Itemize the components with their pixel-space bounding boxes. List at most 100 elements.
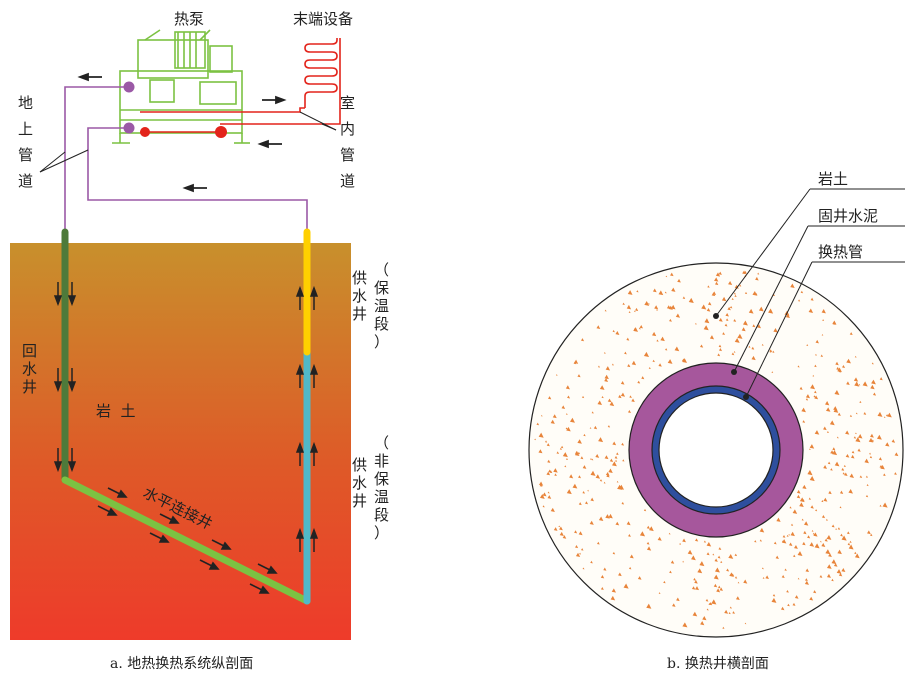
- rock-speckle: [601, 395, 604, 399]
- rock-speckle: [793, 554, 796, 558]
- rock-speckle: [891, 439, 896, 443]
- rock-speckle: [826, 535, 832, 540]
- rock-speckle: [627, 410, 631, 414]
- supply-well-b-char: 水: [352, 474, 367, 492]
- rock-speckle: [751, 346, 755, 350]
- rock-speckle: [700, 621, 705, 626]
- rock-speckle: [536, 422, 540, 426]
- flow-arrows-supply-well: [295, 285, 319, 552]
- rock-speckle: [649, 526, 654, 532]
- rock-speckle: [603, 481, 606, 484]
- rock-speckle: [809, 444, 815, 449]
- rock-speckle: [768, 308, 774, 314]
- rock-speckle: [780, 606, 785, 611]
- rock-speckle: [622, 459, 625, 462]
- rock-speckle: [796, 489, 801, 494]
- rock-speckle: [597, 365, 600, 368]
- rock-speckle: [665, 275, 668, 278]
- rock-speckle: [809, 542, 815, 547]
- ground-pipe-label-char: 上: [18, 120, 33, 138]
- rock-speckle: [717, 353, 721, 357]
- rock-speckle: [854, 355, 857, 358]
- rock-speckle: [718, 547, 722, 550]
- rock-speckle: [769, 349, 773, 353]
- rock-speckle: [633, 327, 639, 332]
- rock-speckle: [788, 533, 790, 536]
- rock-speckle: [726, 568, 730, 572]
- rock-speckle: [628, 566, 632, 570]
- rock-speckle: [657, 536, 662, 541]
- rock-speckle: [564, 465, 567, 468]
- rock-speckle: [646, 541, 650, 545]
- panel-b-leaders: [715, 188, 905, 398]
- rock-speckle: [798, 299, 801, 302]
- rock-speckle: [809, 448, 811, 451]
- rock-speckle: [621, 442, 625, 446]
- rock-speckle: [637, 576, 642, 580]
- rock-speckle: [582, 491, 585, 494]
- rock-speckle: [853, 436, 857, 439]
- rock-speckle: [831, 524, 835, 528]
- indoor-pipe-label: 室 内 管 道: [340, 94, 355, 190]
- rock-speckle: [608, 468, 613, 473]
- rock-speckle: [566, 489, 572, 495]
- rock-speckle: [604, 374, 609, 380]
- rock-speckle: [772, 593, 776, 597]
- rock-speckle: [565, 385, 570, 390]
- rock-speckle: [704, 318, 710, 324]
- rock-soil-label: 岩 土: [96, 402, 136, 420]
- rock-speckle: [809, 596, 814, 601]
- rock-speckle: [789, 506, 792, 509]
- rock-speckle: [691, 586, 696, 590]
- rock-speckle: [802, 484, 807, 490]
- rock-speckle: [600, 586, 604, 590]
- rock-speckle: [865, 494, 869, 498]
- rock-speckle: [660, 336, 665, 342]
- rock-speckle: [797, 577, 800, 580]
- rock-speckle: [737, 581, 740, 584]
- rock-speckle: [744, 270, 747, 274]
- rock-speckles: [534, 270, 899, 629]
- rock-speckle: [721, 296, 727, 302]
- ground-pipe-supply: [87, 127, 308, 232]
- rock-speckle: [812, 532, 815, 535]
- uninsulated-char: ）: [374, 524, 389, 542]
- rock-speckle: [560, 445, 564, 449]
- rock-speckle: [590, 458, 592, 460]
- rock-speckle: [792, 602, 796, 606]
- rock-speckle: [677, 278, 681, 283]
- rock-speckle: [830, 468, 833, 471]
- rock-speckle: [631, 360, 637, 366]
- rock-speckle: [703, 325, 709, 331]
- rock-speckle: [577, 451, 581, 455]
- rock-speckle: [656, 308, 658, 311]
- rock-speckle: [728, 612, 731, 615]
- rock-speckle: [869, 455, 873, 459]
- rock-speckle: [846, 531, 850, 535]
- rock-speckle: [554, 473, 557, 476]
- rock-speckle: [734, 284, 739, 289]
- rock-speckle: [868, 437, 874, 443]
- rock-speckle: [580, 548, 584, 551]
- rock-speckle: [562, 452, 568, 458]
- rock-speckle: [799, 497, 805, 503]
- rock-speckle: [734, 553, 738, 557]
- rock-speckle: [843, 464, 846, 467]
- rock-speckle: [814, 390, 817, 394]
- rock-speckle: [578, 475, 582, 479]
- rock-speckle: [651, 331, 657, 337]
- rock-speckle: [821, 334, 824, 336]
- rock-speckle: [854, 551, 857, 555]
- rock-speckle: [751, 355, 756, 361]
- rock-speckle: [842, 472, 845, 475]
- indoor-pipe-label-char: 室: [340, 94, 355, 112]
- rock-speckle: [771, 371, 774, 374]
- uninsulated-char: 段: [374, 506, 389, 524]
- rock-speckle: [626, 304, 632, 310]
- rock-speckle: [828, 553, 832, 557]
- panel-b-cross-section: 岩土 固井水泥 换热管 b. 换热井横剖面: [528, 170, 905, 672]
- rock-speckle: [849, 473, 854, 478]
- rock-speckle: [802, 541, 806, 546]
- rock-speckle: [670, 560, 675, 564]
